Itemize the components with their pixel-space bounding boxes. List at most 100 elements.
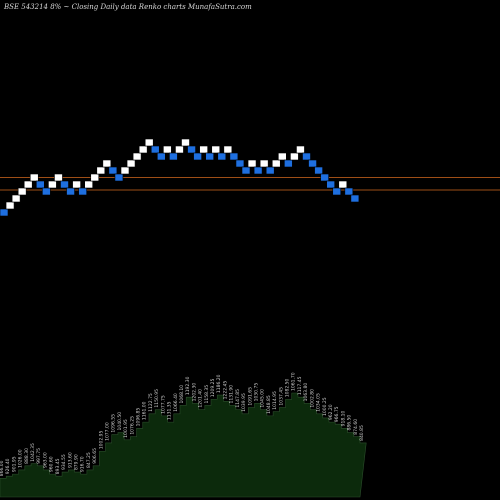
volume-label: 1222.45 xyxy=(222,381,228,400)
renko-brick xyxy=(42,187,51,196)
renko-brick xyxy=(175,145,184,154)
renko-brick xyxy=(60,180,69,189)
renko-brick xyxy=(277,152,287,161)
renko-brick xyxy=(290,152,299,161)
renko-brick xyxy=(235,159,245,168)
renko-brick xyxy=(241,166,251,175)
renko-brick xyxy=(120,166,130,175)
renko-brick xyxy=(308,159,317,168)
renko-brick xyxy=(108,166,118,175)
volume-label: 926.40 xyxy=(5,458,11,474)
volume-label: 1002.95 xyxy=(98,430,104,449)
volume-label: 934.55 xyxy=(61,454,67,470)
renko-brick xyxy=(157,152,166,161)
volume-label: 1186.20 xyxy=(216,374,222,393)
renko-brick xyxy=(150,145,160,154)
renko-brick xyxy=(332,187,342,196)
renko-brick xyxy=(223,145,233,154)
volume-label: 1202.30 xyxy=(191,383,197,402)
volume-label: 1117.45 xyxy=(297,376,303,395)
renko-brick xyxy=(302,152,311,161)
volume-label: 901.95 xyxy=(11,456,17,472)
renko-brick xyxy=(229,152,239,161)
volume-label: 893.45 xyxy=(55,458,61,474)
volume-label: 1061.70 xyxy=(291,372,297,391)
volume-label: 1150.95 xyxy=(154,389,160,408)
renko-brick xyxy=(17,187,27,196)
renko-brick xyxy=(29,173,39,182)
renko-brick xyxy=(35,180,45,189)
renko-brick xyxy=(102,159,112,168)
volume-label: 1042.35 xyxy=(30,443,36,462)
volume-label: 1082.50 xyxy=(285,378,291,397)
renko-brick xyxy=(314,166,323,175)
volume-label: 963.00 xyxy=(42,452,48,468)
volume-label: 962.20 xyxy=(328,404,334,420)
renko-brick xyxy=(11,194,21,203)
volume-label: 1048.85 xyxy=(266,395,272,414)
renko-brick xyxy=(326,180,336,189)
volume-label: 888.30 xyxy=(24,448,30,464)
volume-label: 1034.05 xyxy=(316,393,322,412)
renko-brick xyxy=(78,187,87,196)
volume-label: 1192.30 xyxy=(185,376,191,395)
renko-brick xyxy=(350,194,360,203)
renko-brick xyxy=(114,173,124,182)
volume-label: 916.70 xyxy=(80,456,86,472)
volume-label: 1068.10 xyxy=(179,385,185,404)
renko-brick xyxy=(138,145,148,154)
renko-brick xyxy=(126,159,136,168)
renko-brick xyxy=(72,180,81,189)
renko-brick xyxy=(163,145,172,154)
renko-brick xyxy=(187,145,196,154)
volume-label: 918.10 xyxy=(340,410,346,426)
volume-label: 1039.95 xyxy=(241,393,247,412)
volume-label: 1002.80 xyxy=(309,389,315,408)
renko-brick xyxy=(181,138,190,147)
volume-label: 886.50 xyxy=(347,415,353,431)
volume-area xyxy=(0,392,367,498)
volume-label: 1063.80 xyxy=(303,383,309,402)
volume-label: 1030.75 xyxy=(253,383,259,402)
renko-brick xyxy=(0,208,9,217)
renko-brick xyxy=(193,152,202,161)
volume-label: 1147.85 xyxy=(235,389,241,408)
volume-label: 1131.35 xyxy=(167,401,173,420)
volume-label: 1209.25 xyxy=(210,378,216,397)
volume-label: 1201.40 xyxy=(198,389,204,408)
volume-label: 1077.00 xyxy=(105,422,111,441)
volume-label: 1122.75 xyxy=(148,393,154,412)
volume-label: 847.25 xyxy=(86,452,92,468)
volume-label: 1000.25 xyxy=(322,397,328,416)
renko-brick xyxy=(265,166,275,175)
renko-brick xyxy=(205,152,214,161)
volume-label: 1076.25 xyxy=(129,416,135,435)
volume-label: 879.90 xyxy=(73,454,79,470)
volume-label: 1026.00 xyxy=(18,449,24,468)
volume-label: 997.75 xyxy=(36,448,42,464)
renko-brick xyxy=(90,173,100,182)
renko-brick xyxy=(296,145,305,154)
volume-label: 1037.45 xyxy=(278,387,284,406)
volume-label: 1001.95 xyxy=(123,419,129,438)
renko-brick xyxy=(96,166,106,175)
volume-label: 874.60 xyxy=(353,419,359,435)
renko-brick xyxy=(66,187,75,196)
volume-label: 1131.90 xyxy=(229,385,235,404)
renko-brick xyxy=(211,145,221,154)
renko-brick xyxy=(132,152,142,161)
renko-brick xyxy=(23,180,33,189)
volume-label: 1096.85 xyxy=(136,408,142,427)
renko-brick xyxy=(199,145,208,154)
volume-label: 906.65 xyxy=(92,448,98,464)
volume-label: 1045.00 xyxy=(260,389,266,408)
volume-label: 1040.50 xyxy=(117,412,123,431)
renko-brick xyxy=(253,166,263,175)
volume-label: 1161.00 xyxy=(142,401,148,420)
volume-label: 1158.35 xyxy=(204,385,210,404)
chart-title: BSE 543214 8% ~ Closing Daily data Renko… xyxy=(4,3,252,11)
volume-label: 840.85 xyxy=(359,425,365,441)
renko-brick xyxy=(217,152,227,161)
volume-label: 966.75 xyxy=(334,406,340,422)
renko-brick xyxy=(344,187,354,196)
